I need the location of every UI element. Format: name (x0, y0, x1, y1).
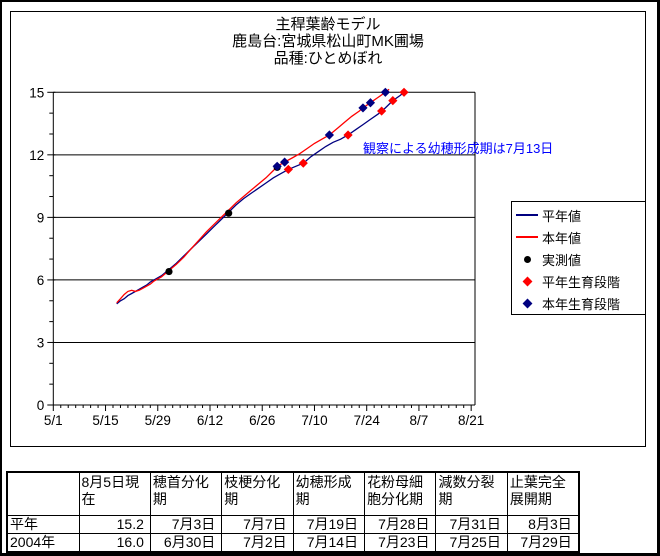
legend-item-current-line: 本年値 (512, 226, 645, 248)
marker-measured-6/17 (225, 209, 233, 217)
x-tick-label-5/29: 5/29 (145, 413, 171, 428)
chart-subtitle-location: 鹿島台:宮城県松山町MK圃場 (232, 33, 424, 50)
x-tick-label-7/24: 7/24 (354, 413, 381, 428)
table-value-cell: 16.0 (78, 533, 151, 553)
legend-item-normal-line: 平年値 (512, 204, 645, 226)
row-label: 平年 (6, 515, 80, 534)
row-label: 2004年 (6, 533, 80, 553)
plot-svg: 0 3 6 9 12 15 5/1 5/15 5/29 6/12 6/26 7/10 7/24 8/7 8/… (29, 85, 484, 428)
table-value-cell: 7月31日 (435, 515, 508, 534)
legend-marker-circle-icon (512, 255, 542, 263)
series-normal-line (116, 91, 405, 305)
y-tick-label-9: 9 (37, 210, 45, 225)
marker-normal-stages-7/3 (283, 164, 293, 175)
x-tick-label-8/7: 8/7 (410, 413, 429, 428)
table-header-cell: 花粉母細胞分化期 (364, 471, 437, 516)
legend-marker-diamond-icon (512, 276, 542, 286)
legend-label-current-line: 本年値 (542, 230, 582, 246)
legend-label-measured: 実測値 (542, 252, 582, 268)
table-row-平年: 平年 15.2 7月3日 7月7日 7月19日 7月28日 7月31日 8月3日 (6, 515, 580, 534)
chart-subtitle-variety: 品種:ひとめぼれ (273, 50, 383, 67)
table-value-cell: 7月23日 (364, 533, 437, 553)
legend-label-normal-stages: 平年生育段階 (542, 274, 621, 290)
table-header-cell: 穂首分化期 (149, 471, 223, 516)
marker-normal-stages-8/3 (399, 87, 409, 97)
current-line-swatch (516, 236, 538, 238)
table-value-cell: 7月29日 (506, 533, 580, 553)
chart-title: 主稈葉齢モデル (275, 16, 381, 33)
table-value-cell: 7月25日 (435, 533, 508, 553)
x-tick-label-5/15: 5/15 (92, 413, 118, 428)
leaf-age-chart: 主稈葉齢モデル 鹿島台:宮城県松山町MK圃場 品種:ひとめぼれ 0 3 6 9 12 15… (10, 11, 646, 447)
table-value-cell: 8月3日 (506, 515, 580, 534)
legend-marker-diamond-icon (512, 298, 542, 308)
marker-normal-stages-7/31 (388, 96, 398, 106)
chart-legend: 平年値本年値実測値平年生育段階 本年生育段階 (511, 201, 646, 315)
marker-current-stages-6/30 (272, 161, 282, 171)
table-corner-cell (6, 471, 80, 516)
marker-measured-6/1 (165, 267, 173, 276)
marker-current-stages-7/23 (358, 103, 368, 113)
legend-item-normal-stages: 平年生育段階 (512, 270, 645, 292)
current-stages-swatch (522, 298, 532, 308)
x-tick-label-6/12: 6/12 (197, 413, 223, 428)
legend-item-measured: 実測値 (512, 248, 645, 270)
marker-current-stages-7/25 (365, 98, 376, 108)
table-header-cell: 止葉完全展開期 (506, 471, 580, 516)
table-value-cell: 6月30日 (149, 533, 223, 553)
normal-line-swatch (516, 214, 538, 216)
table-value-cell: 7月7日 (221, 515, 294, 534)
x-tick-label-6/26: 6/26 (249, 413, 275, 428)
legend-marker-line-icon (512, 236, 542, 238)
table-value-cell: 7月28日 (364, 515, 437, 534)
table-header-cell: 減数分裂期 (435, 471, 508, 516)
legend-label-current-stages: 本年生育段階 (542, 296, 621, 312)
normal-stages-swatch (522, 276, 532, 286)
table-value-cell: 7月3日 (149, 515, 223, 534)
table-header-cell: 枝梗分化期 (221, 471, 294, 516)
table-row-2004年: 2004年 16.0 6月30日 7月2日 7月14日 7月23日 7月25日 7月29日 (6, 533, 580, 553)
table-header-cell: 8月5日現在 (78, 471, 151, 516)
x-tick-label-7/10: 7/10 (301, 413, 327, 428)
y-tick-label-0: 0 (37, 398, 45, 413)
marker-current-stages-7/2 (280, 157, 290, 167)
x-tick-label-5/1: 5/1 (44, 413, 63, 428)
y-tick-label-15: 15 (29, 85, 44, 100)
table-header-cell: 幼穂形成期 (292, 471, 366, 516)
x-tick-label-8/21: 8/21 (458, 413, 484, 428)
y-tick-label-12: 12 (29, 148, 44, 163)
observed-panicle-date-annotation: 観察による幼穂形成期は7月13日 (363, 141, 554, 156)
marker-current-stages-7/14 (324, 130, 334, 140)
legend-marker-line-icon (512, 214, 542, 216)
marker-normal-stages-7/28 (377, 106, 387, 116)
marker-normal-stages-7/19 (343, 130, 353, 140)
legend-label-normal-line: 平年値 (542, 208, 582, 224)
table-value-cell: 7月14日 (292, 533, 366, 553)
measured-swatch (523, 255, 531, 263)
y-tick-label-3: 3 (37, 335, 45, 350)
marker-normal-stages-7/7 (298, 158, 308, 168)
series-current-line (116, 88, 390, 304)
chart-title-block: 主稈葉齢モデル 鹿島台:宮城県松山町MK圃場 品種:ひとめぼれ (11, 16, 645, 67)
marker-current-stages-7/29 (380, 87, 390, 97)
table-value-cell: 15.2 (78, 515, 151, 534)
y-tick-label-6: 6 (37, 273, 45, 288)
table-value-cell: 7月19日 (292, 515, 366, 534)
table-header-row: 8月5日現在 穂首分化期 枝梗分化期 幼穂形成期 花粉母細胞分化期 減数分裂期 止葉完全展開… (6, 471, 580, 516)
legend-item-current-stages: 本年生育段階 (512, 292, 645, 314)
growth-stage-table: 8月5日現在 穂首分化期 枝梗分化期 幼穂形成期 花粉母細胞分化期 減数分裂期 止葉完全展開… (6, 471, 580, 553)
table-value-cell: 7月2日 (221, 533, 294, 553)
